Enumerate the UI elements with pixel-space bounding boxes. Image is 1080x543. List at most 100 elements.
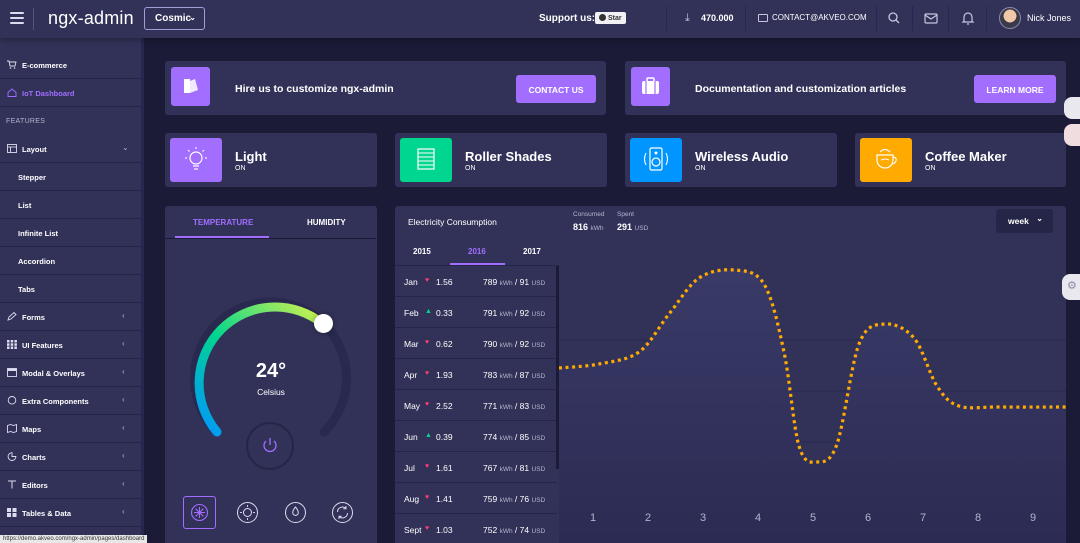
period-select[interactable]: week ⌄ [996, 209, 1053, 233]
sidebar-item-label: Charts [22, 453, 46, 462]
arrow-down-icon: ♥ [425, 494, 430, 501]
row-kwh: 771 [483, 401, 498, 411]
search-icon[interactable] [886, 10, 902, 26]
temperature-knob[interactable] [314, 314, 333, 333]
spent-unit: USD [634, 225, 649, 232]
row-consumption: 752 kWh / 74 USD [483, 525, 546, 535]
divider [876, 6, 877, 31]
sidebar-scrollbar[interactable] [141, 38, 144, 543]
sidebar-item-iot-dashboard[interactable]: IoT Dashboard [0, 79, 141, 107]
sidebar-item-editors[interactable]: Editors ‹ [0, 471, 141, 499]
contact-email-link[interactable]: CONTACT@AKVEO.COM [772, 13, 867, 22]
bell-icon[interactable] [960, 10, 976, 26]
row-month: Sept [404, 525, 422, 535]
tab-year-2015[interactable]: 2015 [413, 247, 431, 256]
sidebar-item-charts[interactable]: Charts ‹ [0, 443, 141, 471]
table-scrollbar[interactable] [556, 266, 559, 469]
download-icon: ⤓ [685, 12, 690, 24]
sidebar-item-label: E-commerce [22, 61, 68, 70]
chevron-down-icon: ⌄ [189, 13, 196, 22]
row-usd: 83 [519, 401, 530, 411]
sidebar-item-forms[interactable]: Forms ‹ [0, 303, 141, 331]
row-delta: 1.61 [436, 463, 453, 473]
sidebar-item-ui-features[interactable]: UI Features ‹ [0, 331, 141, 359]
settings-gear-button[interactable]: ⚙ [1062, 274, 1080, 300]
sidebar-item-infinite-list[interactable]: Infinite List [0, 219, 141, 247]
flame-icon [285, 502, 306, 523]
device-card-light[interactable]: Light ON [165, 133, 377, 187]
sidebar-item-e-commerce[interactable]: E-commerce [0, 51, 141, 79]
sidebar-item-layout[interactable]: Layout ⌄ [0, 135, 141, 163]
coffee-maker-icon [860, 138, 912, 182]
sidebar-item-tables-data[interactable]: Tables & Data ‹ [0, 499, 141, 527]
sidebar-item-label: UI Features [22, 341, 63, 350]
temperature-card: TEMPERATURE HUMIDITY 24° Celsius [165, 206, 377, 543]
row-kwh-unit: kWh [499, 497, 513, 504]
tab-temperature[interactable]: TEMPERATURE [193, 218, 254, 227]
temperature-dial[interactable] [165, 246, 377, 486]
promo-text: Documentation and customization articles [695, 83, 907, 95]
device-card-roller-shades[interactable]: Roller Shades ON [395, 133, 607, 187]
theme-select[interactable]: Cosmic ⌄ [144, 7, 205, 30]
avatar[interactable] [999, 7, 1021, 29]
row-consumption: 789 kWh / 91 USD [483, 277, 546, 287]
mode-cool-button[interactable] [183, 496, 216, 529]
tab-year-2016[interactable]: 2016 [468, 247, 486, 256]
device-name: Light [235, 149, 267, 164]
sidebar-item-maps[interactable]: Maps ‹ [0, 415, 141, 443]
arrow-down-icon: ♥ [425, 370, 430, 377]
device-card-wireless-audio[interactable]: Wireless Audio ON [625, 133, 837, 187]
sidebar-item-list[interactable]: List [0, 191, 141, 219]
sidebar-item-accordion[interactable]: Accordion [0, 247, 141, 275]
x-tick-label: 5 [810, 512, 817, 524]
learn-more-button[interactable]: LEARN MORE [974, 75, 1056, 103]
row-kwh-unit: kWh [499, 373, 513, 380]
consumed-unit: kWh [590, 225, 604, 232]
top-header: ngx-admin Cosmic ⌄ Support us: Star ⤓ 470… [0, 0, 1080, 38]
contact-us-button[interactable]: CONTACT US [516, 75, 596, 103]
x-tick-label: 1 [590, 512, 597, 524]
tab-humidity[interactable]: HUMIDITY [307, 218, 346, 227]
sidebar-item-extra-components[interactable]: Extra Components ‹ [0, 387, 141, 415]
row-consumption: 759 kWh / 76 USD [483, 494, 546, 504]
sidebar-item-modal-overlays[interactable]: Modal & Overlays ‹ [0, 359, 141, 387]
theme-select-value: Cosmic [155, 13, 192, 24]
browser-icon [7, 368, 17, 377]
chevron-left-icon: ‹ [122, 311, 125, 320]
sidebar-item-label: Tabs [18, 285, 35, 294]
menu-icon[interactable] [10, 12, 24, 24]
heart-button[interactable] [1064, 124, 1080, 146]
device-card-coffee-maker[interactable]: Coffee Maker ON [855, 133, 1066, 187]
theme-toggle-button[interactable] [1064, 97, 1080, 119]
speaker-icon [630, 138, 682, 182]
table-row: Mar ♥ 0.62 790 kWh / 92 USD [395, 328, 557, 359]
device-name: Wireless Audio [695, 149, 789, 164]
light-icon [170, 138, 222, 182]
row-kwh: 789 [483, 277, 498, 287]
sidebar-item-stepper[interactable]: Stepper [0, 163, 141, 191]
consumed-value-number: 816 [573, 222, 589, 232]
table-row: May ♥ 2.52 771 kWh / 83 USD [395, 390, 557, 421]
x-tick-label: 9 [1030, 512, 1037, 524]
sidebar-item-label: Maps [22, 425, 42, 434]
row-month: May [404, 401, 421, 411]
app-logo[interactable]: ngx-admin [48, 8, 134, 28]
arrow-down-icon: ♥ [425, 277, 430, 284]
chevron-left-icon: ‹ [122, 367, 125, 376]
github-star-button[interactable]: Star [595, 12, 626, 24]
consumption-area [559, 269, 1066, 543]
tab-year-2017[interactable]: 2017 [523, 247, 541, 256]
sidebar-section-label: FEATURES [6, 118, 46, 125]
mode-auto-button[interactable] [326, 496, 359, 529]
promo-card-docs: Documentation and customization articles… [625, 61, 1066, 115]
user-name[interactable]: Nick Jones [1027, 13, 1072, 23]
sidebar-item-tabs[interactable]: Tabs [0, 275, 141, 303]
row-usd: 91 [519, 277, 530, 287]
row-consumption: 791 kWh / 92 USD [483, 308, 546, 318]
mode-heat-button[interactable] [279, 496, 312, 529]
spent-value-number: 291 [617, 222, 633, 232]
mail-icon[interactable] [923, 10, 939, 26]
sidebar: E-commerce IoT Dashboard FEATURES Layout… [0, 38, 141, 543]
row-delta: 1.41 [436, 494, 453, 504]
mode-warm-button[interactable] [231, 496, 264, 529]
